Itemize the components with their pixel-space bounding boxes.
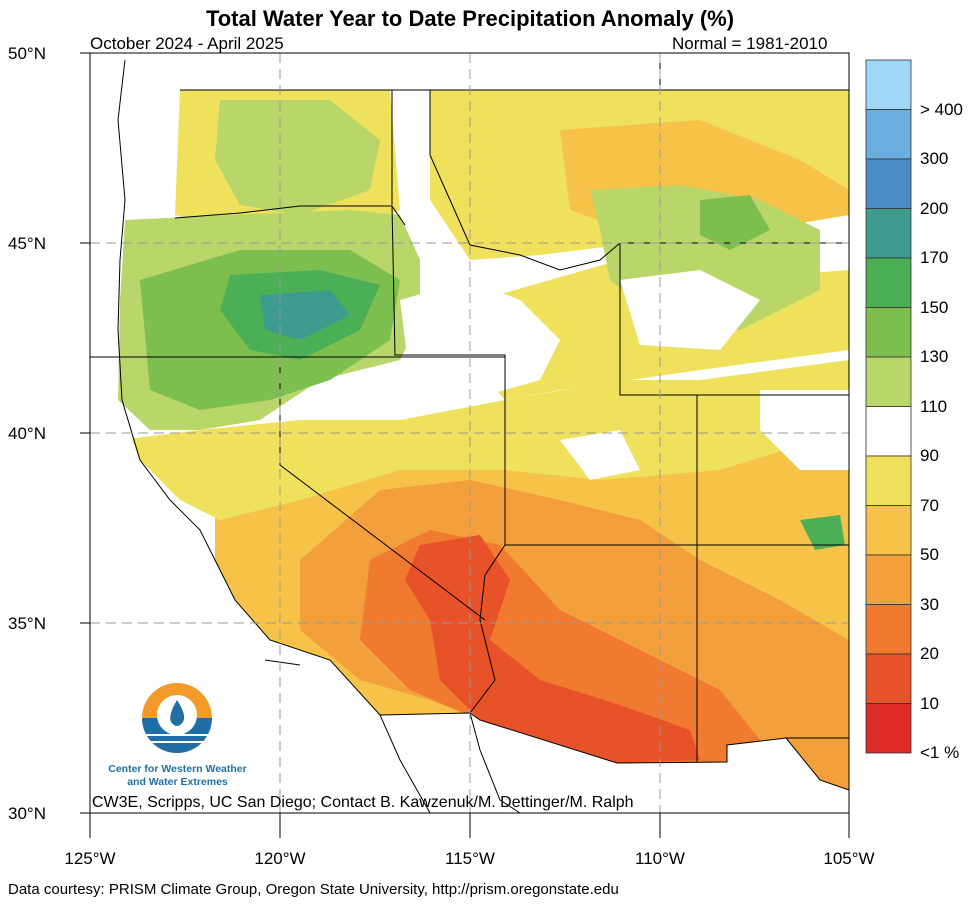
colorbar-swatch <box>865 307 912 358</box>
colorbar-swatch <box>865 505 912 556</box>
lon-label: 105°W <box>823 849 875 868</box>
map-title: Total Water Year to Date Precipitation A… <box>205 6 735 31</box>
colorbar-swatch <box>865 703 912 754</box>
colorbar-swatch <box>865 208 912 259</box>
lon-label: 110°W <box>635 849 685 868</box>
colorbar-label: 10 <box>920 693 939 713</box>
colorbar-label: 90 <box>920 446 939 465</box>
colorbar-swatch <box>865 406 912 457</box>
lon-label: 120°W <box>254 849 306 868</box>
credit-text: CW3E, Scripps, UC San Diego; Contact B. … <box>92 794 634 811</box>
colorbar-label: > 400 <box>920 99 964 119</box>
colorbar-label: 110 <box>920 396 948 416</box>
lon-label: 115°W <box>445 849 495 868</box>
cw3e-logo <box>142 683 212 753</box>
logo-line-2: and Water Extremes <box>127 776 228 788</box>
colorbar-label: 20 <box>920 644 939 663</box>
axis-ticks <box>80 52 850 838</box>
colorbar-label: 70 <box>920 495 939 515</box>
colorbar-label: 130 <box>920 347 949 366</box>
graticule <box>90 53 849 813</box>
logo-line-1: Center for Western Weather <box>108 763 247 775</box>
colorbar-swatch <box>865 109 912 160</box>
logo-text: Center for Western Weather and Water Ext… <box>100 763 255 789</box>
colorbar-label: 150 <box>920 297 949 317</box>
colorbar-label: 200 <box>920 198 949 218</box>
normal-label: Normal = 1981-2010 <box>672 34 828 53</box>
lat-label: 35°N <box>8 614 46 633</box>
lon-label: 125°W <box>64 849 116 868</box>
lat-label: 45°N <box>8 234 46 253</box>
lat-label: 30°N <box>8 804 46 823</box>
lat-label: 40°N <box>8 424 46 443</box>
colorbar-label: 300 <box>920 149 949 168</box>
period-label: October 2024 - April 2025 <box>90 34 284 53</box>
colorbar-swatch <box>865 59 912 110</box>
colorbar-label: <1 % <box>920 743 960 762</box>
colorbar-label: 170 <box>920 248 949 267</box>
data-source-footer: Data courtesy: PRISM Climate Group, Oreg… <box>8 881 619 898</box>
colorbar-swatch <box>865 554 912 605</box>
colorbar-label: 50 <box>920 545 939 564</box>
colorbar-swatch <box>865 158 912 209</box>
colorbar-swatch <box>865 604 912 655</box>
colorbar-label: 30 <box>920 594 939 614</box>
lat-label: 50°N <box>8 44 46 63</box>
colorbar-swatch <box>865 356 912 407</box>
colorbar-swatch <box>865 653 912 704</box>
colorbar-swatch <box>865 257 912 308</box>
water-drop-icon <box>170 700 185 726</box>
precip-field <box>90 53 849 813</box>
colorbar <box>865 59 912 754</box>
colorbar-swatch <box>865 455 912 506</box>
